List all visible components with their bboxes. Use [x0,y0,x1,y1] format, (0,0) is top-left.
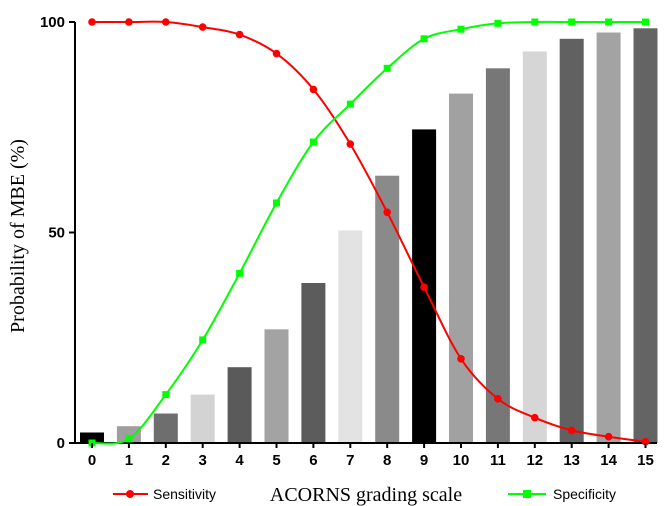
x-tick-label-12: 12 [526,452,543,469]
x-tick-label-5: 5 [272,452,280,469]
specificity-point-1 [125,435,133,443]
sensitivity-point-6 [309,85,318,94]
legend-item-sensitivity: Sensitivity [113,486,216,502]
sensitivity-point-11 [494,395,502,403]
sensitivity-point-13 [567,426,576,435]
x-tick-label-0: 0 [88,452,96,469]
sensitivity-point-1 [125,18,133,26]
bar-10 [449,93,473,443]
bar-3 [190,394,215,443]
bar-2 [153,413,178,443]
specificity-point-12 [531,18,539,26]
x-tick-label-11: 11 [490,452,506,469]
specificity-point-6 [309,138,317,146]
bar-1 [116,426,141,443]
bar-5 [264,329,289,443]
y-axis-title: Probability of MBE (%) [7,139,29,333]
x-tick-label-13: 13 [563,452,580,469]
sensitivity-point-9 [420,283,428,292]
specificity-point-11 [494,19,502,27]
x-tick-label-3: 3 [199,452,207,469]
x-tick-label-8: 8 [383,452,391,469]
specificity-point-3 [199,336,207,344]
y-tick-label-100: 100 [40,14,65,31]
specificity-point-5 [273,199,280,207]
sensitivity-point-14 [604,432,613,441]
bar-7 [338,230,363,443]
bar-6 [301,283,326,443]
bar-4 [227,367,252,443]
legend-sensitivity-marker [126,490,134,498]
x-axis-title: ACORNS grading scale [270,484,462,506]
sensitivity-point-2 [162,18,170,26]
specificity-line [91,20,646,445]
bar-13 [559,38,584,444]
sensitivity-point-0 [88,18,96,26]
x-tick-label-14: 14 [600,452,617,469]
legend-item-specificity: Specificity [508,486,616,502]
y-tick-label-0: 0 [57,435,65,452]
x-tick-label-2: 2 [162,452,170,469]
bar-15 [633,28,658,444]
x-tick-label-7: 7 [346,452,354,469]
specificity-point-8 [383,64,391,72]
sensitivity-point-12 [531,413,539,422]
specificity-point-15 [642,18,649,26]
bar-8 [375,175,400,443]
specificity-point-13 [568,18,576,26]
sensitivity-point-8 [383,208,392,217]
bar-14 [596,32,621,443]
legend: Sensitivity Specificity [113,486,616,502]
bar-0 [80,432,104,443]
bar-12 [522,51,547,443]
y-tick-label-50: 50 [48,225,65,242]
x-tick-label-10: 10 [453,452,470,469]
x-tick-label-4: 4 [235,452,244,469]
sensitivity-line [91,20,646,443]
specificity-point-7 [346,100,354,108]
specificity-point-2 [162,391,170,399]
x-tick-label-9: 9 [420,452,428,469]
specificity-point-4 [236,269,244,277]
legend-specificity-marker [523,490,531,498]
bar-11 [485,68,510,444]
legend-sensitivity-label: Sensitivity [153,486,216,502]
specificity-point-9 [420,35,428,43]
sensitivity-point-7 [346,140,355,148]
sensitivity-point-5 [272,49,281,58]
specificity-point-14 [605,18,613,26]
x-tick-label-6: 6 [309,452,317,469]
x-tick-label-1: 1 [125,452,133,469]
x-tick-label-15: 15 [637,452,654,469]
bars-layer [80,28,658,444]
sensitivity-point-10 [457,355,465,363]
specificity-point-10 [457,25,465,33]
sensitivity-point-4 [235,30,244,39]
sensitivity-point-15 [641,437,650,446]
legend-specificity-label: Specificity [553,486,616,502]
sensitivity-point-3 [198,23,207,31]
